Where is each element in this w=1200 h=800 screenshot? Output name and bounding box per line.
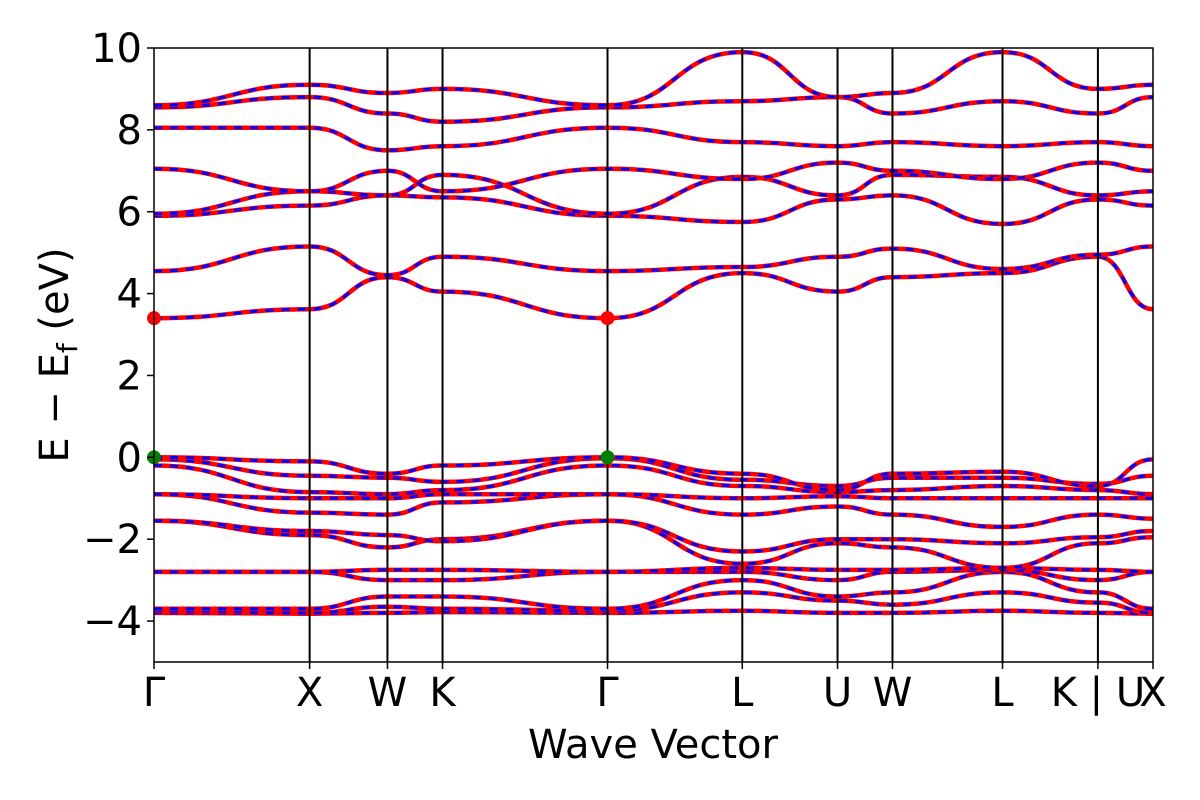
band-line-dashed-v9 xyxy=(154,492,1153,500)
x-tick-label: L xyxy=(991,670,1014,716)
bands-layer xyxy=(154,49,1153,616)
band-line-dashed-c3 xyxy=(154,193,1153,226)
y-tick-label: 0 xyxy=(117,435,142,481)
band-line-dashed-v11 xyxy=(154,456,1153,488)
x-tick-label: W xyxy=(368,670,408,716)
band-line-dashed-c1 xyxy=(154,255,1153,320)
x-tick-label: K | U xyxy=(1051,670,1145,716)
high-symmetry-lines xyxy=(308,48,1099,662)
band-line-dashed-v7 xyxy=(154,519,1153,554)
vbm-marker xyxy=(600,450,615,465)
y-tick-label: 4 xyxy=(117,272,142,318)
band-line-dashed-c5 xyxy=(154,161,1153,193)
band-line-dashed-c6 xyxy=(154,126,1153,152)
x-tick-label: W xyxy=(873,670,913,716)
cbm-marker xyxy=(600,311,615,326)
y-tick-label: 2 xyxy=(117,353,142,399)
y-tick-label: 8 xyxy=(117,108,142,154)
band-line-dashed-v12 xyxy=(154,455,1153,492)
y-tick-label: 10 xyxy=(91,26,142,72)
extrema-markers xyxy=(147,311,615,465)
band-line-dashed-v2 xyxy=(154,590,1153,615)
band-line-dashed-v5 xyxy=(154,566,1153,574)
y-axis-title-subscript: f xyxy=(51,342,84,353)
band-line-dashed-v6 xyxy=(154,519,1153,570)
x-tick-label: X xyxy=(1139,670,1166,716)
x-tick-label: K xyxy=(429,670,457,716)
x-tick-label: U xyxy=(823,670,852,716)
y-axis: −4 −2 0 2 4 6 8 10 xyxy=(83,26,154,645)
band-line-dashed-v3 xyxy=(154,570,1153,611)
y-tick-label: 6 xyxy=(117,190,142,236)
y-axis-title: E − Ef (eV) xyxy=(32,247,84,462)
band-line-dashed-c2 xyxy=(154,244,1153,277)
x-tick-label: Γ xyxy=(596,670,619,716)
band-line-dashed-c8 xyxy=(154,50,1153,107)
band-line-dashed-v8 xyxy=(154,492,1153,529)
plot-frame xyxy=(153,47,1154,663)
x-tick-label: L xyxy=(731,670,754,716)
band-line-dashed-c4 xyxy=(154,173,1153,216)
x-axis-title: Wave Vector xyxy=(528,722,779,768)
y-axis-title-unit: (eV) xyxy=(32,247,78,343)
y-tick-label: −2 xyxy=(83,517,142,563)
y-axis-title-main: E − E xyxy=(32,353,78,463)
x-tick-label: X xyxy=(296,670,323,716)
band-line-dashed-c7 xyxy=(154,95,1153,124)
band-line-dashed-v1 xyxy=(154,609,1153,616)
x-tick-label: Γ xyxy=(143,670,166,716)
y-tick-label: −4 xyxy=(83,599,142,645)
band-line-dashed-v10 xyxy=(154,463,1153,496)
band-line-dashed-v4 xyxy=(154,568,1153,582)
